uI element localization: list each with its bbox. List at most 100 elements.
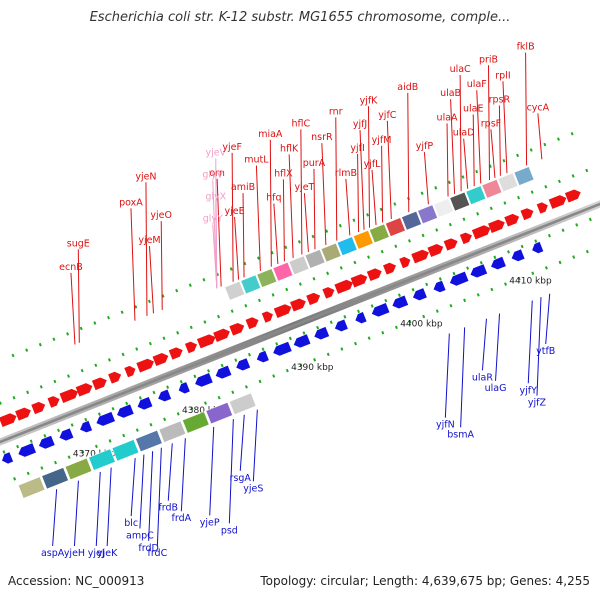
tick-mark (502, 159, 506, 163)
forward-gene-arrow (91, 377, 107, 391)
tick-mark (516, 153, 520, 158)
tick-mark (234, 358, 238, 362)
forward-gene-arrow (459, 232, 472, 245)
tick-layer: 4370 kbp 4380 kbp 4390 kbp 4400 kbp 4410 kbp… (0, 131, 592, 481)
tick-mark (338, 223, 342, 228)
gene-label: yjfL (364, 159, 382, 170)
gene-label: frdB (158, 503, 178, 514)
gene-label: yjeE (225, 206, 245, 217)
gene-label: poxA (119, 197, 143, 208)
gene-block (135, 429, 163, 453)
tick-mark (493, 255, 497, 260)
tick-mark (503, 201, 507, 205)
forward-gene-arrow (15, 407, 31, 421)
tick-mark (125, 401, 129, 406)
gene-label: nsrR (311, 132, 333, 143)
gene-label: blc (124, 518, 138, 529)
forward-gene-arrow (31, 401, 46, 415)
leader-line (148, 246, 154, 314)
leader-line (423, 152, 429, 205)
reverse-gene-arrow (314, 326, 330, 340)
gene-label: yjfZ (528, 398, 547, 409)
tick-mark (557, 137, 560, 141)
gene-label: glyV (202, 169, 223, 180)
tick-mark (43, 434, 47, 438)
tick-mark (367, 255, 371, 259)
tick-mark (326, 352, 330, 357)
tick-mark (0, 401, 2, 405)
tick-mark (122, 433, 126, 438)
reverse-gene-arrow (433, 280, 446, 293)
leader-line (476, 90, 482, 184)
gene-block (304, 249, 326, 269)
reverse-gene-arrow (511, 249, 525, 262)
gene-label: yjeK (97, 548, 118, 559)
leader-line (212, 180, 218, 289)
gene-label: frdD (138, 543, 158, 554)
gene-label: ecnB (59, 262, 83, 273)
leader-line (167, 443, 173, 501)
gene-label: yjeH (64, 548, 85, 559)
forward-gene-arrow (184, 341, 198, 354)
tick-mark (588, 217, 592, 222)
gene-block (272, 261, 294, 282)
tick-mark (462, 217, 466, 221)
tick-mark (149, 422, 153, 427)
tick-mark (220, 363, 224, 368)
tick-mark (570, 131, 574, 136)
tick-mark (425, 282, 429, 287)
leader-line (73, 480, 79, 547)
gene-block (205, 401, 234, 425)
tick-mark (421, 233, 425, 238)
reverse-gene-arrow (1, 452, 14, 464)
reverse-gene-arrow (96, 411, 116, 426)
leader-line (335, 117, 338, 241)
tick-mark (547, 233, 551, 238)
gene-label: yjfI (350, 143, 364, 154)
tick-mark (558, 260, 562, 265)
tick-mark (517, 195, 521, 200)
gene-label: yjfY (520, 385, 538, 396)
backbone-core (0, 202, 600, 444)
tick-mark (271, 293, 275, 297)
tick-mark (543, 142, 547, 147)
gene-block (111, 439, 140, 462)
gene-label: yjfK (360, 95, 379, 106)
reverse-gene-arrow (392, 295, 409, 309)
tick-mark (12, 395, 16, 400)
tick-mark (84, 417, 88, 422)
tick-mark (203, 320, 207, 324)
leader-line (77, 249, 80, 343)
gene-block (417, 204, 438, 225)
leader-line (252, 409, 258, 482)
tick-mark (463, 298, 467, 303)
tick-mark (107, 315, 110, 320)
tick-mark (257, 256, 260, 260)
gene-block (368, 223, 390, 244)
tick-mark (370, 304, 374, 308)
tick-mark (352, 218, 356, 223)
forward-gene-arrow (229, 322, 245, 336)
leader-line (502, 81, 508, 174)
forward-gene-arrow (273, 304, 292, 318)
tick-mark (326, 271, 330, 276)
leader-line (216, 178, 222, 287)
forward-gene-arrow (168, 347, 183, 360)
leader-line (371, 169, 377, 226)
leader-line (95, 471, 101, 547)
tick-mark (162, 336, 166, 340)
tick-mark (561, 228, 565, 233)
leader-line (321, 143, 327, 245)
tick-mark (461, 175, 465, 179)
reverse-gene-arrow (59, 428, 74, 441)
leader-line (300, 129, 303, 255)
gene-label: hflK (280, 143, 299, 154)
tick-mark (134, 305, 138, 309)
gene-label: ulaF (467, 79, 487, 90)
tick-mark (230, 309, 234, 313)
reverse-gene-arrow (491, 256, 506, 270)
tick-mark (447, 180, 451, 185)
leader-line (463, 138, 469, 189)
reverse-gene-arrow (80, 420, 93, 433)
